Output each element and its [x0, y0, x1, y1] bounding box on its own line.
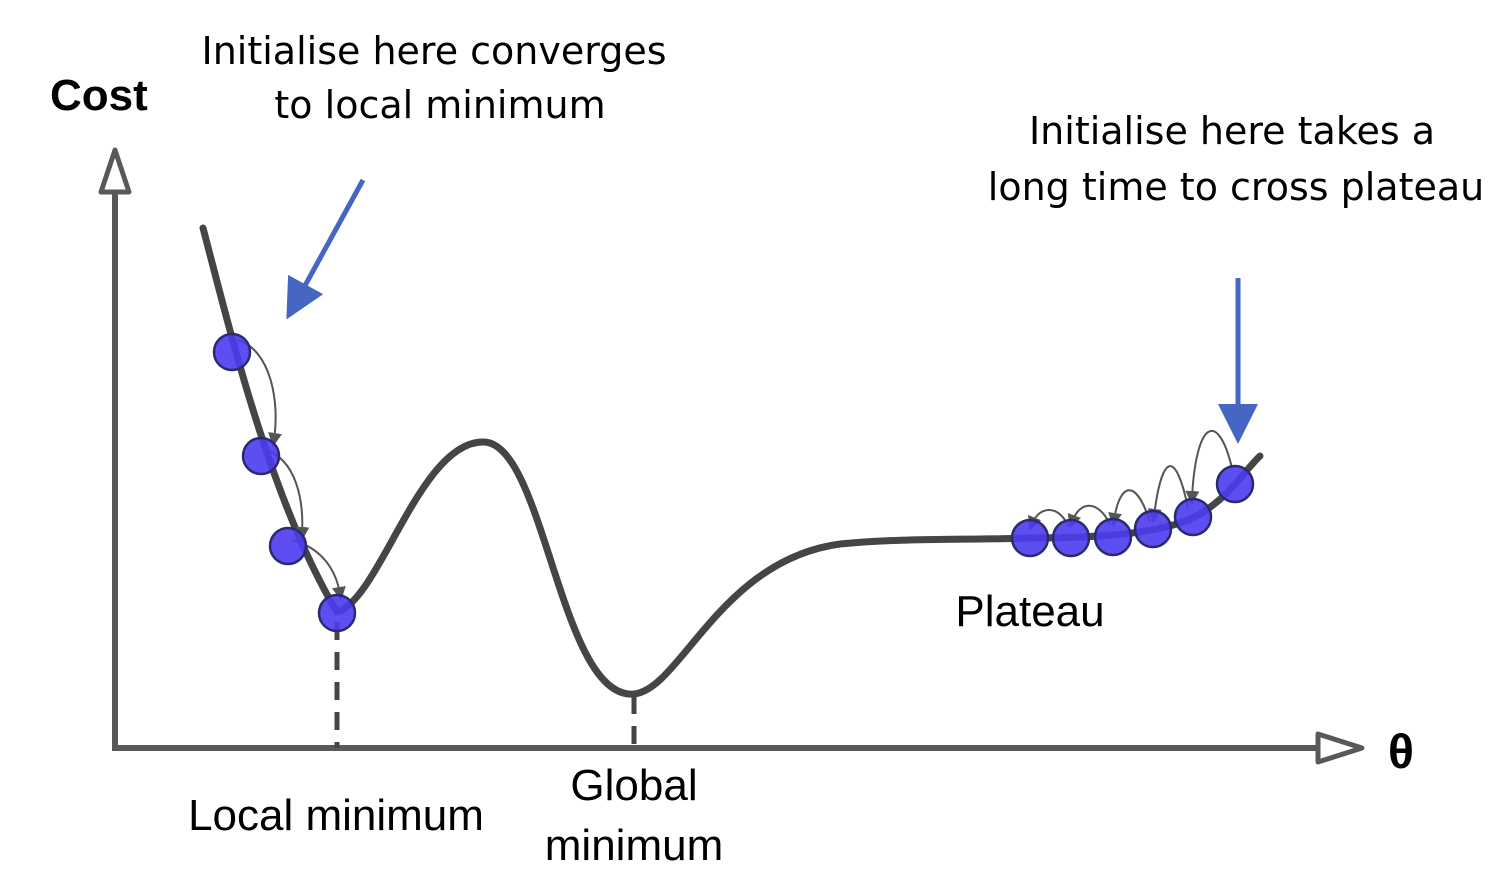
step-arrow	[1185, 430, 1233, 505]
plateau-balls	[1010, 464, 1255, 558]
left-balls	[212, 332, 357, 633]
ball	[1093, 517, 1133, 557]
y-axis-arrowhead	[98, 147, 132, 195]
local-init-annotation-line1: Initialise here converges	[201, 29, 666, 73]
ball	[1215, 464, 1255, 504]
global-minimum-label-line1: Global	[570, 761, 697, 810]
ball	[1051, 518, 1091, 558]
ball	[1010, 518, 1050, 558]
ball	[1173, 497, 1213, 537]
local-init-annotation-line2: to local minimum	[274, 83, 605, 127]
y-axis-title: Cost	[50, 71, 148, 120]
ball	[212, 332, 252, 372]
axes	[98, 147, 1365, 765]
step-arrow	[1067, 504, 1111, 529]
plateau-init-annotation-line1: Initialise here takes a	[1029, 109, 1435, 153]
step-arrow	[1108, 489, 1151, 527]
local-minimum-label: Local minimum	[188, 791, 484, 840]
ball	[317, 593, 357, 633]
x-axis-title: θ	[1388, 726, 1414, 779]
ball	[268, 526, 308, 566]
step-arrow	[1147, 465, 1189, 523]
plateau-label: Plateau	[955, 587, 1104, 636]
ball	[241, 436, 281, 476]
x-axis-arrowhead	[1315, 731, 1365, 765]
global-minimum-label-line2: minimum	[545, 821, 723, 870]
plateau-init-annotation-line2: long time to cross plateau	[988, 165, 1484, 209]
local-init-pointer-arrow	[286, 178, 366, 320]
ball	[1133, 509, 1173, 549]
